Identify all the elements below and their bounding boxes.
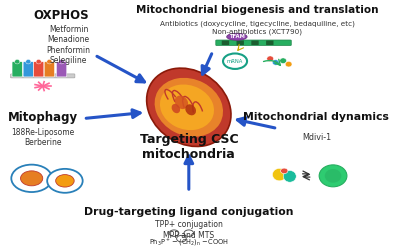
- Ellipse shape: [280, 168, 288, 174]
- Ellipse shape: [227, 33, 247, 40]
- FancyBboxPatch shape: [44, 62, 54, 77]
- Ellipse shape: [11, 165, 52, 192]
- Text: Mitochondrial dynamics: Mitochondrial dynamics: [244, 112, 389, 122]
- Ellipse shape: [47, 169, 83, 193]
- Text: Mdivi-1: Mdivi-1: [302, 133, 331, 142]
- Text: Drug-targeting ligand conjugation: Drug-targeting ligand conjugation: [84, 207, 294, 217]
- Text: TPP+ conjugation
MPP and MTS: TPP+ conjugation MPP and MTS: [155, 220, 223, 240]
- FancyBboxPatch shape: [216, 40, 291, 46]
- Ellipse shape: [319, 165, 347, 187]
- FancyBboxPatch shape: [34, 62, 44, 77]
- FancyBboxPatch shape: [56, 62, 67, 77]
- FancyBboxPatch shape: [266, 41, 274, 45]
- Text: Mitochondrial biogenesis and translation: Mitochondrial biogenesis and translation: [136, 5, 378, 15]
- Ellipse shape: [47, 59, 52, 64]
- Ellipse shape: [272, 60, 279, 65]
- Text: 188Re-Liposome
Berberine: 188Re-Liposome Berberine: [11, 128, 74, 147]
- Ellipse shape: [267, 56, 274, 61]
- Ellipse shape: [36, 59, 41, 64]
- Ellipse shape: [160, 84, 214, 130]
- Text: Targeting CSC: Targeting CSC: [140, 133, 238, 146]
- Text: $\mathrm{Ph_3P^+-(CH_2)_n-COOH}$: $\mathrm{Ph_3P^+-(CH_2)_n-COOH}$: [149, 237, 229, 248]
- Ellipse shape: [280, 58, 286, 64]
- Text: mitochondria: mitochondria: [142, 148, 235, 161]
- Ellipse shape: [272, 168, 286, 181]
- Ellipse shape: [223, 53, 247, 69]
- Text: Mitophagy: Mitophagy: [8, 111, 78, 124]
- Text: mRNA: mRNA: [227, 59, 243, 64]
- Text: Antibiotics (doxycycline, tigecycline, bedaquiline, etc)
Non-antibiotics (XCT790: Antibiotics (doxycycline, tigecycline, b…: [160, 21, 355, 35]
- Text: OXPHOS: OXPHOS: [34, 9, 89, 22]
- Text: Metformin
Menadione
Phenformin
Selegiline: Metformin Menadione Phenformin Selegilin…: [47, 25, 91, 65]
- FancyBboxPatch shape: [12, 62, 22, 77]
- Ellipse shape: [15, 59, 20, 64]
- Ellipse shape: [283, 171, 296, 182]
- FancyBboxPatch shape: [222, 41, 229, 45]
- Ellipse shape: [20, 171, 43, 186]
- Ellipse shape: [185, 104, 196, 115]
- FancyBboxPatch shape: [236, 41, 244, 45]
- FancyBboxPatch shape: [10, 74, 75, 78]
- Ellipse shape: [155, 78, 223, 137]
- Ellipse shape: [56, 175, 74, 187]
- FancyBboxPatch shape: [251, 41, 259, 45]
- Ellipse shape: [325, 169, 341, 183]
- Ellipse shape: [285, 61, 292, 67]
- Text: TFAM: TFAM: [229, 34, 245, 39]
- Ellipse shape: [26, 59, 31, 64]
- Ellipse shape: [147, 68, 231, 146]
- Ellipse shape: [175, 96, 188, 109]
- Ellipse shape: [59, 59, 64, 64]
- Ellipse shape: [172, 104, 180, 113]
- FancyBboxPatch shape: [23, 62, 34, 77]
